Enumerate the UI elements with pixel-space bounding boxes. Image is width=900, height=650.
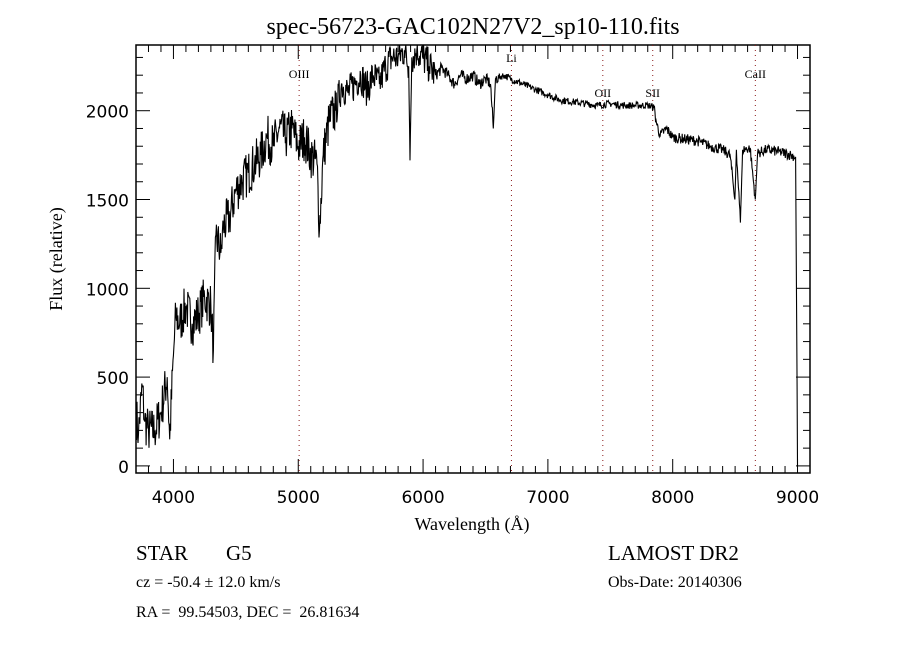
line-label-sii: SII [645, 86, 660, 100]
y-tick-label: 2000 [86, 103, 129, 123]
y-axis-label: Flux (relative) [46, 207, 67, 310]
object-class-row: STAR G5 [136, 541, 252, 566]
x-tick-label: 4000 [152, 488, 195, 508]
object-class: STAR [136, 541, 188, 565]
redshift: cz = -50.4 ± 12.0 km/s [136, 574, 281, 591]
survey-name: LAMOST DR2 [608, 541, 739, 565]
x-tick-label: 5000 [277, 488, 320, 508]
line-label-caii: CaII [745, 67, 766, 81]
plot-frame [135, 44, 811, 474]
chart-title: spec-56723-GAC102N27V2_sp10-110.fits [266, 14, 679, 40]
y-tick-label: 1500 [86, 192, 129, 212]
y-tick-label: 500 [97, 369, 129, 389]
x-tick-label: 8000 [651, 488, 694, 508]
line-label-li: Li [506, 51, 517, 65]
x-tick-label: 9000 [776, 488, 819, 508]
subclass: G5 [226, 541, 252, 565]
spectrum-line [135, 44, 799, 466]
y-tick-label: 0 [118, 458, 129, 478]
x-axis-label: Wavelength (Å) [414, 514, 529, 535]
coordinates: RA = 99.54503, DEC = 26.81634 [136, 604, 360, 621]
x-tick-label: 7000 [526, 488, 569, 508]
y-tick-label: 1000 [86, 280, 129, 300]
x-tick-label: 6000 [401, 488, 444, 508]
obs-date: Obs-Date: 20140306 [608, 574, 742, 591]
line-label-oii: OII [594, 86, 611, 100]
line-label-oiii: OIII [289, 67, 310, 81]
